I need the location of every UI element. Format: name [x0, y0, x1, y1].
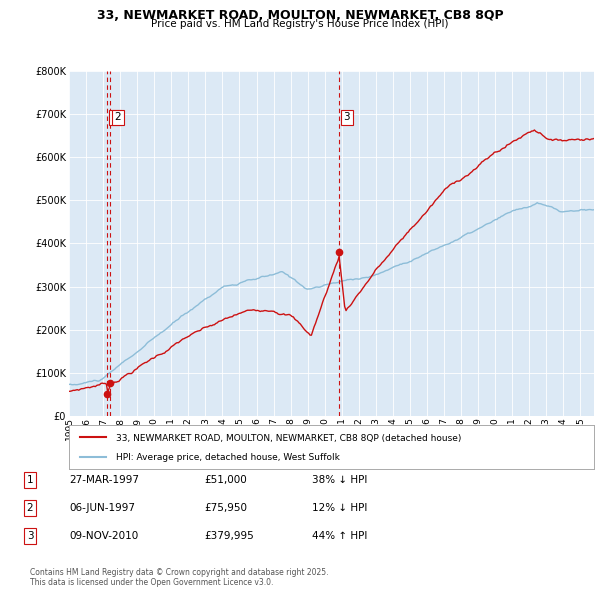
Text: 12% ↓ HPI: 12% ↓ HPI — [312, 503, 367, 513]
Text: 06-JUN-1997: 06-JUN-1997 — [69, 503, 135, 513]
Text: 38% ↓ HPI: 38% ↓ HPI — [312, 475, 367, 485]
Text: HPI: Average price, detached house, West Suffolk: HPI: Average price, detached house, West… — [116, 454, 340, 463]
Text: £379,995: £379,995 — [204, 531, 254, 541]
Text: 1: 1 — [111, 113, 118, 122]
Text: Contains HM Land Registry data © Crown copyright and database right 2025.
This d: Contains HM Land Registry data © Crown c… — [30, 568, 329, 587]
Text: 33, NEWMARKET ROAD, MOULTON, NEWMARKET, CB8 8QP (detached house): 33, NEWMARKET ROAD, MOULTON, NEWMARKET, … — [116, 434, 461, 442]
Text: 09-NOV-2010: 09-NOV-2010 — [69, 531, 138, 541]
Text: 3: 3 — [343, 113, 350, 122]
Text: Price paid vs. HM Land Registry's House Price Index (HPI): Price paid vs. HM Land Registry's House … — [151, 19, 449, 29]
Text: 27-MAR-1997: 27-MAR-1997 — [69, 475, 139, 485]
Text: 3: 3 — [26, 531, 34, 541]
Text: 2: 2 — [26, 503, 34, 513]
Text: 1: 1 — [26, 475, 34, 485]
Text: 33, NEWMARKET ROAD, MOULTON, NEWMARKET, CB8 8QP: 33, NEWMARKET ROAD, MOULTON, NEWMARKET, … — [97, 9, 503, 22]
Text: 2: 2 — [115, 113, 121, 122]
Text: £51,000: £51,000 — [204, 475, 247, 485]
Text: 44% ↑ HPI: 44% ↑ HPI — [312, 531, 367, 541]
Text: £75,950: £75,950 — [204, 503, 247, 513]
